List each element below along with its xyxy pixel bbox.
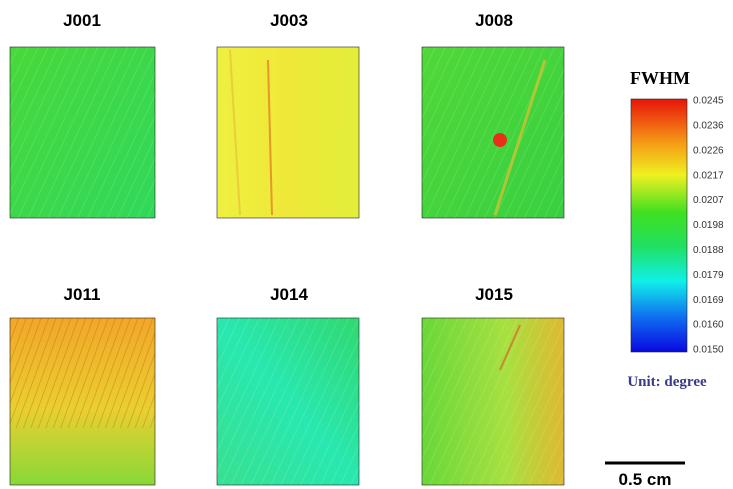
panel-texture: [422, 318, 564, 485]
panel-title: J011: [64, 285, 101, 304]
panel-title: J014: [270, 285, 308, 304]
figure: J001 J003 J008 J011 J014 J015 FWHM 0.024…: [0, 0, 733, 489]
panel-texture: [10, 318, 155, 428]
panel-title: J001: [63, 11, 101, 30]
page: {"panels": [{"label": "J001"}, {"label":…: [0, 0, 733, 489]
colorbar-tick-label: 0.0169: [693, 295, 724, 306]
colorbar: [631, 99, 687, 352]
panel-texture: [10, 47, 155, 218]
colorbar-ticks: 0.0245 0.0236 0.0226 0.0217 0.0207 0.0198 0.01…: [693, 96, 724, 356]
panel-texture: [217, 318, 359, 485]
colorbar-tick-label: 0.0179: [693, 270, 724, 281]
colorbar-tick-label: 0.0236: [693, 121, 724, 132]
hotspot: [493, 133, 507, 147]
colorbar-tick-label: 0.0150: [693, 345, 724, 356]
scale-bar-label: 0.5 cm: [619, 470, 672, 489]
colorbar-tick-label: 0.0188: [693, 245, 724, 256]
panel-texture: [422, 47, 564, 218]
unit-label: Unit: degree: [627, 374, 707, 390]
colorbar-tick-label: 0.0226: [693, 145, 724, 156]
colorbar-tick-label: 0.0217: [693, 170, 724, 181]
panel-title: J003: [270, 11, 308, 30]
panel-title: J015: [475, 285, 513, 304]
colorbar-tick-label: 0.0245: [693, 96, 724, 107]
colorbar-tick-label: 0.0198: [693, 220, 724, 231]
colorbar-tick-label: 0.0160: [693, 320, 724, 331]
colorbar-tick-label: 0.0207: [693, 195, 724, 206]
colorbar-title: FWHM: [630, 68, 690, 88]
panel-title: J008: [475, 11, 513, 30]
body: J001 J003 J008 J011 J014 J015 FWHM 0.024…: [0, 0, 733, 489]
